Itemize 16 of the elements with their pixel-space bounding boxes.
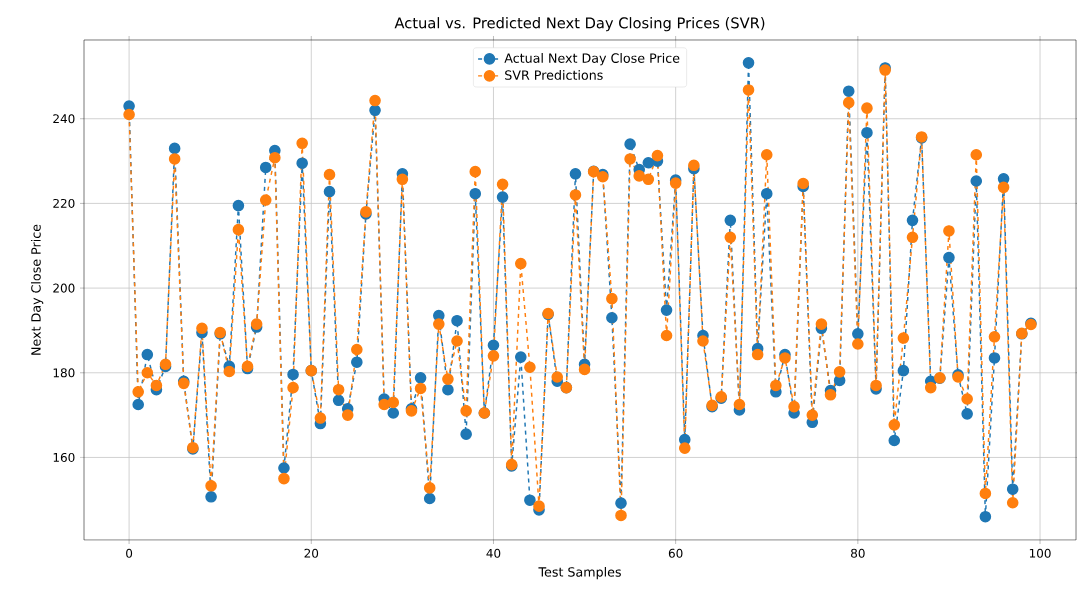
- x-tick-label: 20: [304, 548, 319, 558]
- x-tick-label: 40: [486, 548, 501, 558]
- x-tick-label: 80: [851, 548, 865, 558]
- y-tick-label: 200: [53, 283, 75, 293]
- y-tick-label: 220: [53, 198, 75, 208]
- y-axis-title: Next Day Close Price: [30, 224, 44, 355]
- x-tick-label: 60: [668, 548, 683, 558]
- chart-title: Actual vs. Predicted Next Day Closing Prices (SVR): [394, 17, 765, 32]
- x-tick-label: 0: [126, 548, 133, 558]
- legend-label: Actual Next Day Close Price: [504, 53, 680, 66]
- y-tick-label: 240: [53, 114, 75, 124]
- y-tick-label: 180: [53, 368, 75, 378]
- x-tick-label: 100: [1029, 548, 1051, 558]
- legend-label: SVR Predictions: [505, 70, 603, 80]
- y-tick-label: 160: [53, 452, 75, 462]
- x-axis-title: Test Samples: [538, 566, 621, 580]
